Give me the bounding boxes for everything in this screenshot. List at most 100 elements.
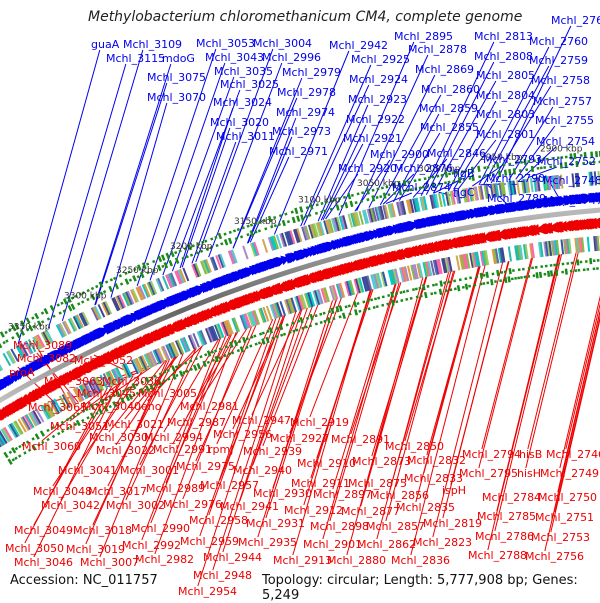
reverse-gene-label[interactable]: Mchl_2940 — [233, 464, 292, 477]
forward-gene-label[interactable]: Mchl_2859 — [419, 102, 478, 115]
reverse-gene-label[interactable]: proA — [9, 366, 35, 379]
reverse-gene-label[interactable]: eno — [141, 400, 162, 413]
forward-gene-label[interactable]: Mchl_2874 — [392, 181, 451, 194]
reverse-gene-label[interactable]: Mchl_3065 — [28, 401, 87, 414]
forward-gene-label[interactable]: Mchl_2758 — [531, 74, 590, 87]
forward-gene-label[interactable]: Mchl_2860 — [421, 83, 480, 96]
forward-gene-label[interactable]: Mchl_2793 — [483, 153, 542, 166]
forward-gene-label[interactable]: Mchl_2996 — [262, 51, 321, 64]
forward-gene-label[interactable]: Mchl_2942 — [329, 39, 388, 52]
reverse-gene-label[interactable]: Mchl_2976 — [163, 498, 222, 511]
reverse-gene-label[interactable]: Mchl_2880 — [327, 554, 386, 567]
forward-gene-label[interactable]: Mchl_2869 — [415, 63, 474, 76]
forward-gene-label[interactable]: Mchl_2801 — [476, 128, 535, 141]
reverse-gene-label[interactable]: Mchl_2756 — [525, 550, 584, 563]
reverse-gene-label[interactable]: rpmJ — [208, 443, 233, 456]
forward-gene-label[interactable]: Mchl_3043 — [205, 51, 264, 64]
reverse-gene-label[interactable]: Mchl_3030 — [89, 431, 148, 444]
reverse-gene-label[interactable]: Mchl_2795 — [459, 467, 518, 480]
reverse-gene-label[interactable]: hisH — [517, 467, 541, 480]
reverse-gene-label[interactable]: Mchl_2939 — [243, 445, 302, 458]
reverse-gene-label[interactable]: Mchl_3060 — [22, 440, 81, 453]
reverse-gene-label[interactable]: Mchl_3002 — [106, 499, 165, 512]
reverse-gene-label[interactable]: Mchl_2897 — [313, 488, 372, 501]
reverse-gene-label[interactable]: Mchl_2785 — [477, 510, 536, 523]
forward-gene-label[interactable]: Mchl_3109 — [123, 38, 182, 51]
reverse-gene-label[interactable]: Mchl_3042 — [41, 499, 100, 512]
forward-gene-label[interactable]: Mchl_2876 — [394, 162, 453, 175]
reverse-gene-label[interactable]: Mchl_2862 — [357, 538, 416, 551]
reverse-gene-label[interactable]: Mchl_2944 — [203, 551, 262, 564]
reverse-gene-label[interactable]: Mchl_2749 — [540, 467, 599, 480]
forward-gene-label[interactable]: Mchl_2790 — [486, 172, 545, 185]
reverse-gene-label[interactable]: Mchl_2901 — [303, 538, 362, 551]
reverse-gene-label[interactable]: Mchl_3021 — [105, 418, 164, 431]
forward-gene-label[interactable]: Mchl_2978 — [277, 86, 336, 99]
forward-gene-label[interactable]: Mchl_2878 — [408, 43, 467, 56]
reverse-gene-label[interactable]: Mchl_2836 — [391, 554, 450, 567]
reverse-gene-label[interactable]: Mchl_3019 — [66, 543, 125, 556]
reverse-gene-label[interactable]: Mchl_2990 — [131, 522, 190, 535]
forward-gene-label[interactable]: Mchl_3075 — [147, 71, 206, 84]
forward-gene-label[interactable]: Mchl_2925 — [351, 53, 410, 66]
reverse-gene-label[interactable]: Mchl_2981 — [180, 400, 239, 413]
reverse-gene-label[interactable]: Mchl_3007 — [80, 556, 139, 569]
reverse-gene-label[interactable]: Mchl_2750 — [538, 491, 597, 504]
reverse-gene-label[interactable]: hisB — [519, 448, 542, 461]
reverse-gene-label[interactable]: Mchl_2891 — [331, 433, 390, 446]
forward-gene-label[interactable]: Mchl_2920 — [338, 162, 397, 175]
reverse-gene-label[interactable]: Mchl_2786 — [475, 530, 534, 543]
forward-gene-label[interactable]: Mchl_3070 — [147, 91, 206, 104]
forward-gene-label[interactable]: Mchl_3004 — [253, 37, 312, 50]
forward-gene-label[interactable]: Mchl_2754 — [536, 135, 595, 148]
forward-gene-label[interactable]: Mchl_2900 — [370, 148, 429, 161]
reverse-gene-label[interactable]: Mchl_2989 — [146, 482, 205, 495]
forward-gene-label[interactable]: Mchl_2804 — [476, 89, 535, 102]
forward-gene-label[interactable]: Mchl_2923 — [348, 93, 407, 106]
forward-gene-label[interactable]: Mchl_2895 — [394, 30, 453, 43]
reverse-gene-label[interactable]: Mchl_2935 — [238, 536, 297, 549]
reverse-gene-label[interactable]: Mchl_2956 — [213, 428, 272, 441]
reverse-gene-label[interactable]: Mchl_2819 — [423, 517, 482, 530]
reverse-gene-label[interactable]: Mchl_3048 — [33, 485, 92, 498]
forward-gene-label[interactable]: Mchl_3025 — [220, 78, 279, 91]
reverse-gene-label[interactable]: Mchl_2877 — [341, 505, 400, 518]
forward-gene-label[interactable]: Mchl_2805 — [476, 69, 535, 82]
reverse-gene-label[interactable]: Mchl_2975 — [176, 460, 235, 473]
reverse-gene-label[interactable]: Mchl_2982 — [135, 553, 194, 566]
forward-gene-label[interactable]: Mchl_2855 — [420, 121, 479, 134]
reverse-gene-label[interactable]: Mchl_3046 — [14, 556, 73, 569]
reverse-gene-label[interactable]: Mchl_2788 — [468, 549, 527, 562]
reverse-gene-label[interactable]: Mchl_2959 — [180, 535, 239, 548]
forward-gene-label[interactable]: Mchl_2922 — [346, 113, 405, 126]
forward-gene-label[interactable]: Mchl_2748 — [543, 174, 600, 187]
reverse-gene-label[interactable]: Mchl_3050 — [5, 542, 64, 555]
forward-gene-label[interactable]: Mchl_2789 — [487, 192, 546, 205]
forward-gene-label[interactable]: Mchl_3115 — [106, 52, 165, 65]
forward-gene-label[interactable]: Mchl_2973 — [272, 125, 331, 138]
reverse-gene-label[interactable]: Mchl_3052 — [74, 354, 133, 367]
reverse-gene-label[interactable]: Mchl_3045 — [77, 387, 136, 400]
forward-gene-label[interactable]: Mchl_2757 — [533, 95, 592, 108]
forward-gene-label[interactable]: Mchl_2971 — [269, 145, 328, 158]
reverse-gene-label[interactable]: Mchl_2898 — [310, 520, 369, 533]
reverse-gene-label[interactable]: Mchl_2919 — [290, 416, 349, 429]
forward-gene-label[interactable]: Mchl_2924 — [349, 73, 408, 86]
forward-gene-label[interactable]: Mchl_2803 — [476, 108, 535, 121]
reverse-gene-label[interactable]: Mchl_2753 — [531, 531, 590, 544]
forward-gene-label[interactable]: flgB — [453, 167, 474, 180]
reverse-gene-label[interactable]: Mchl_2991 — [153, 443, 212, 456]
reverse-gene-label[interactable]: Mchl_2947 — [232, 414, 291, 427]
reverse-gene-label[interactable]: Mchl_3040 — [82, 400, 141, 413]
forward-gene-label[interactable]: Mchl_2764 — [551, 14, 600, 27]
reverse-gene-label[interactable]: Mchl_3082 — [17, 352, 76, 365]
reverse-gene-label[interactable]: Mchl_3018 — [73, 524, 132, 537]
reverse-gene-label[interactable]: Mchl_3017 — [88, 485, 147, 498]
reverse-gene-label[interactable]: Mchl_2930 — [253, 487, 312, 500]
reverse-gene-label[interactable]: Mchl_3049 — [14, 524, 73, 537]
forward-gene-label[interactable]: guaA — [91, 38, 120, 51]
reverse-gene-label[interactable]: Mchl_2746 — [546, 448, 600, 461]
reverse-gene-label[interactable]: Mchl_2832 — [407, 454, 466, 467]
forward-gene-label[interactable]: Mchl_2921 — [343, 132, 402, 145]
reverse-gene-label[interactable]: ispH — [442, 484, 466, 497]
